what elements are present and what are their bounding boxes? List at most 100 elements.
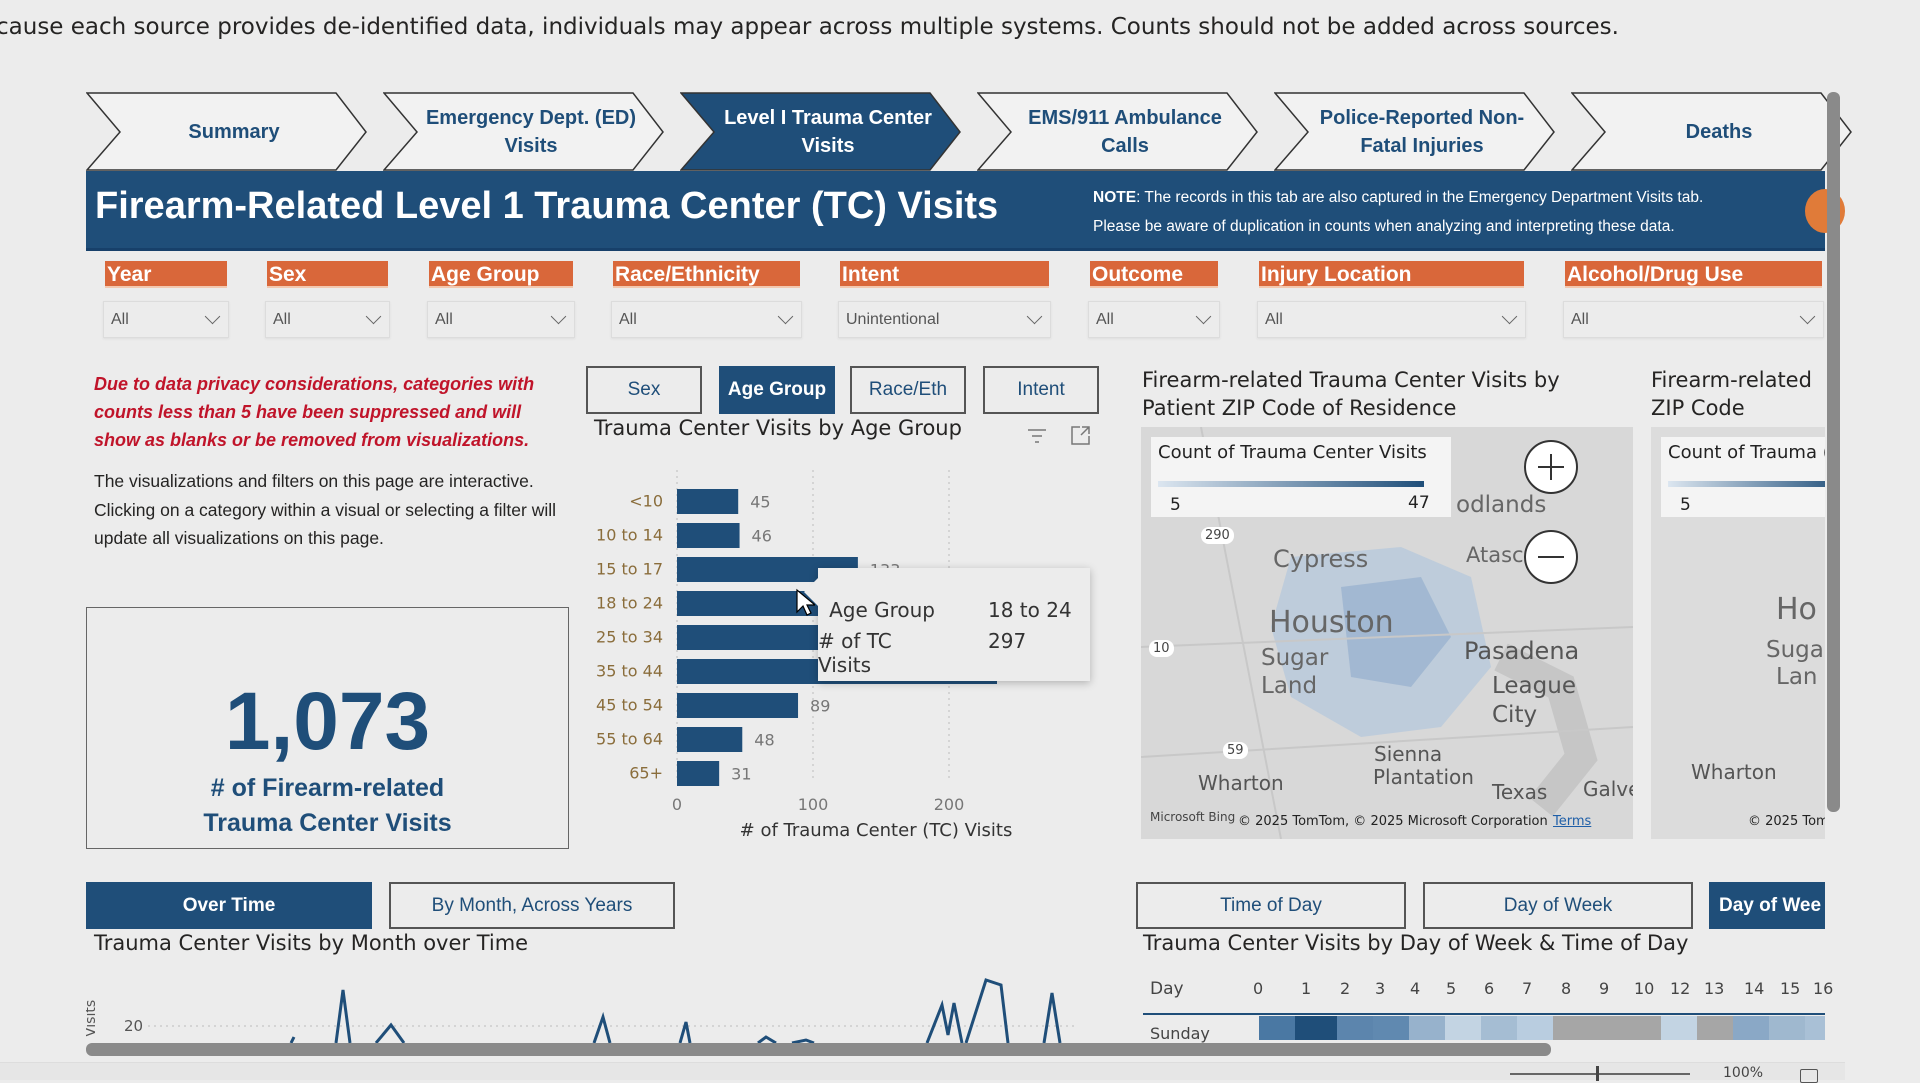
line-series xyxy=(289,978,1062,1043)
heatmap-cell[interactable] xyxy=(1337,1016,1373,1040)
chevron-down-icon xyxy=(550,308,567,325)
bar[interactable] xyxy=(677,761,720,786)
y-tick-label: 45 to 54 xyxy=(596,696,663,715)
x-axis-title: # of Trauma Center (TC) Visits xyxy=(740,820,1013,841)
heatmap-cell[interactable] xyxy=(1517,1016,1553,1040)
place-label: Ho xyxy=(1776,592,1817,627)
hour-label: 14 xyxy=(1744,979,1765,998)
place-label: Wharton xyxy=(1198,771,1284,795)
dropdown-value: All xyxy=(435,311,453,328)
heatmap-cell[interactable] xyxy=(1445,1016,1481,1040)
heatmap-cell[interactable] xyxy=(1733,1016,1769,1040)
tooltip-label: Age Group xyxy=(829,598,935,622)
button-sex[interactable]: Sex xyxy=(586,366,702,414)
kpi-label-line: # of Firearm-related xyxy=(210,774,445,802)
bar[interactable] xyxy=(677,523,740,548)
chevron-shape xyxy=(383,92,664,171)
button-age-group[interactable]: Age Group xyxy=(719,366,835,414)
heatmap-cell[interactable] xyxy=(1373,1016,1409,1040)
focus-mode-icon[interactable] xyxy=(1068,424,1092,448)
place-label: Suga xyxy=(1766,637,1824,663)
filter-label: Race/Ethnicity xyxy=(613,261,800,288)
filter-icon[interactable] xyxy=(1025,424,1049,448)
filter-label: Sex xyxy=(267,261,388,288)
dropdown-value: All xyxy=(1096,311,1114,328)
heatmap-cell[interactable] xyxy=(1625,1016,1661,1040)
dropdown-value: All xyxy=(111,311,129,328)
road-shield: 10 xyxy=(1149,640,1174,657)
horizontal-scrollbar[interactable] xyxy=(86,1043,1551,1056)
zoom-slider-thumb[interactable] xyxy=(1596,1066,1599,1081)
button-over-time[interactable]: Over Time xyxy=(86,882,372,929)
filter-dropdown[interactable]: All xyxy=(265,301,390,338)
heatmap-cell[interactable] xyxy=(1409,1016,1445,1040)
heatmap-cell[interactable] xyxy=(1769,1016,1805,1040)
place-label: Houston xyxy=(1269,605,1394,640)
place-label: City xyxy=(1492,702,1538,728)
tab-label: EMS/911 Ambulance Calls xyxy=(1028,106,1222,157)
zip-map[interactable]: Count of Trauma Center Visits 5 47 Cypre… xyxy=(1141,427,1633,839)
filter-dropdown[interactable]: All xyxy=(103,301,229,338)
bing-logo: Microsoft Bing xyxy=(1150,810,1236,824)
tab-0[interactable]: Summary xyxy=(86,92,382,171)
bar[interactable] xyxy=(677,727,743,752)
tab-label: Summary xyxy=(188,120,280,143)
filter-label: Injury Location xyxy=(1259,261,1524,288)
tab-1[interactable]: Emergency Dept. (ED) Visits xyxy=(383,92,679,171)
hour-label: 2 xyxy=(1340,979,1351,998)
zoom-in-button[interactable] xyxy=(1524,440,1578,494)
zoom-slider[interactable] xyxy=(1510,1073,1690,1075)
hour-label: 8 xyxy=(1561,979,1572,998)
heatmap-cell[interactable] xyxy=(1661,1016,1697,1040)
hour-label: 15 xyxy=(1780,979,1801,998)
y-tick-label: <10 xyxy=(629,492,663,511)
privacy-note: Due to data privacy considerations, cate… xyxy=(94,374,535,450)
vertical-scrollbar[interactable] xyxy=(1827,92,1840,812)
heatmap-cell[interactable] xyxy=(1553,1016,1589,1040)
chart-tooltip: Age Group 18 to 24 # of TC Visits 297 xyxy=(804,568,1090,681)
filter-dropdown[interactable]: All xyxy=(427,301,575,338)
chevron-down-icon xyxy=(1501,308,1518,325)
heatmap-cell[interactable] xyxy=(1481,1016,1517,1040)
button-day-of-wee[interactable]: Day of Wee xyxy=(1709,882,1825,929)
dropdown-value: Unintentional xyxy=(846,311,940,328)
button-by-month-across-years[interactable]: By Month, Across Years xyxy=(389,882,675,929)
dropdown-value: All xyxy=(1571,311,1589,328)
hour-label: 3 xyxy=(1375,979,1386,998)
bar[interactable] xyxy=(677,693,799,718)
tab-3[interactable]: EMS/911 Ambulance Calls xyxy=(977,92,1273,171)
tab-2[interactable]: Level I Trauma Center Visits xyxy=(680,92,976,171)
heatmap-cell[interactable] xyxy=(1805,1016,1825,1040)
button-race-eth[interactable]: Race/Eth xyxy=(850,366,966,414)
filter-dropdown[interactable]: All xyxy=(1088,301,1220,338)
hour-label: 6 xyxy=(1484,979,1495,998)
tab-4[interactable]: Police-Reported Non-Fatal Injuries xyxy=(1274,92,1570,171)
terms-link[interactable]: Terms xyxy=(1553,814,1592,829)
heatmap-cell[interactable] xyxy=(1589,1016,1625,1040)
x-tick-label: 100 xyxy=(798,795,829,814)
tab-label: Deaths xyxy=(1685,120,1753,143)
interactive-note: The visualizations and filters on this p… xyxy=(94,471,557,548)
chevron-down-icon xyxy=(204,308,221,325)
tooltip-value: 297 xyxy=(988,629,1027,653)
chevron-down-icon xyxy=(1195,308,1212,325)
filter-dropdown[interactable]: All xyxy=(1257,301,1526,338)
chevron-down-icon xyxy=(777,308,794,325)
filter-dropdown[interactable]: All xyxy=(1563,301,1824,338)
button-day-of-week[interactable]: Day of Week xyxy=(1423,882,1693,929)
heatmap-cell[interactable] xyxy=(1295,1016,1337,1040)
button-time-of-day[interactable]: Time of Day xyxy=(1136,882,1406,929)
filter-dropdown[interactable]: Unintentional xyxy=(838,301,1051,338)
monthly-line-chart[interactable]: Visits 20 xyxy=(86,965,1076,1043)
y-tick-label: 55 to 64 xyxy=(596,730,663,749)
filter-dropdown[interactable]: All xyxy=(611,301,802,338)
zip-map-2[interactable]: Count of Trauma ( 5 Ho Suga Lan Wharton … xyxy=(1651,427,1825,839)
button-intent[interactable]: Intent xyxy=(983,366,1099,414)
place-label: Atasc xyxy=(1466,543,1524,567)
tab-5[interactable]: Deaths xyxy=(1571,92,1867,171)
fit-to-page-icon[interactable] xyxy=(1800,1069,1818,1083)
zoom-out-button[interactable] xyxy=(1524,530,1578,584)
bar[interactable] xyxy=(677,489,739,514)
heatmap-cell[interactable] xyxy=(1259,1016,1295,1040)
heatmap-cell[interactable] xyxy=(1697,1016,1733,1040)
